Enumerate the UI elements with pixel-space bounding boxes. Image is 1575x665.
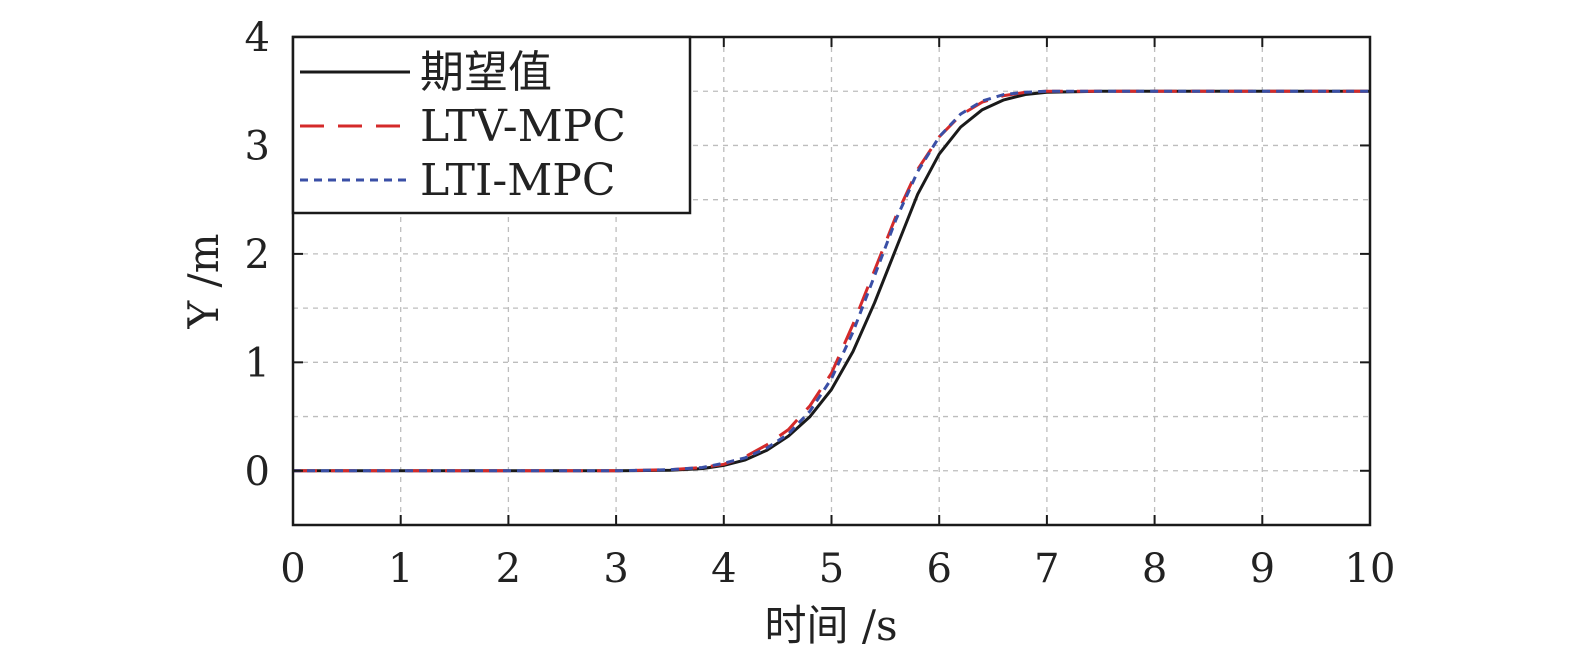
y-tick-label-3: 3	[245, 123, 270, 169]
x-tick-label-5: 5	[819, 546, 844, 592]
x-axis-title: 时间 /s	[764, 601, 897, 650]
y-tick-label-4: 4	[245, 15, 270, 61]
x-tick-label-7: 7	[1034, 546, 1059, 592]
x-tick-label-1: 1	[388, 546, 413, 592]
series-line-2	[293, 89, 1370, 473]
x-tick-label-6: 6	[926, 546, 951, 592]
series-layer	[293, 89, 1370, 473]
x-tick-label-4: 4	[711, 546, 736, 592]
x-tick-labels: 0 1 2 3 4 5 6 7 8 9 10	[280, 546, 1395, 592]
y-tick-label-0: 0	[245, 449, 270, 495]
y-tick-labels: 0 1 2 3 4	[245, 15, 270, 495]
x-tick-label-3: 3	[603, 546, 628, 592]
legend-label-2: LTI-MPC	[420, 155, 616, 206]
y-tick-label-2: 2	[245, 232, 270, 278]
x-tick-label-9: 9	[1250, 546, 1275, 592]
legend-label-1: LTV-MPC	[420, 101, 626, 152]
ticks	[292, 36, 1371, 525]
x-tick-label-0: 0	[280, 546, 305, 592]
y-axis-title: Y /m	[179, 233, 228, 329]
x-tick-label-10: 10	[1345, 546, 1396, 592]
x-tick-label-2: 2	[496, 546, 521, 592]
legend-label-0: 期望值	[420, 47, 552, 98]
x-tick-label-8: 8	[1142, 546, 1167, 592]
y-tick-label-1: 1	[245, 340, 270, 386]
